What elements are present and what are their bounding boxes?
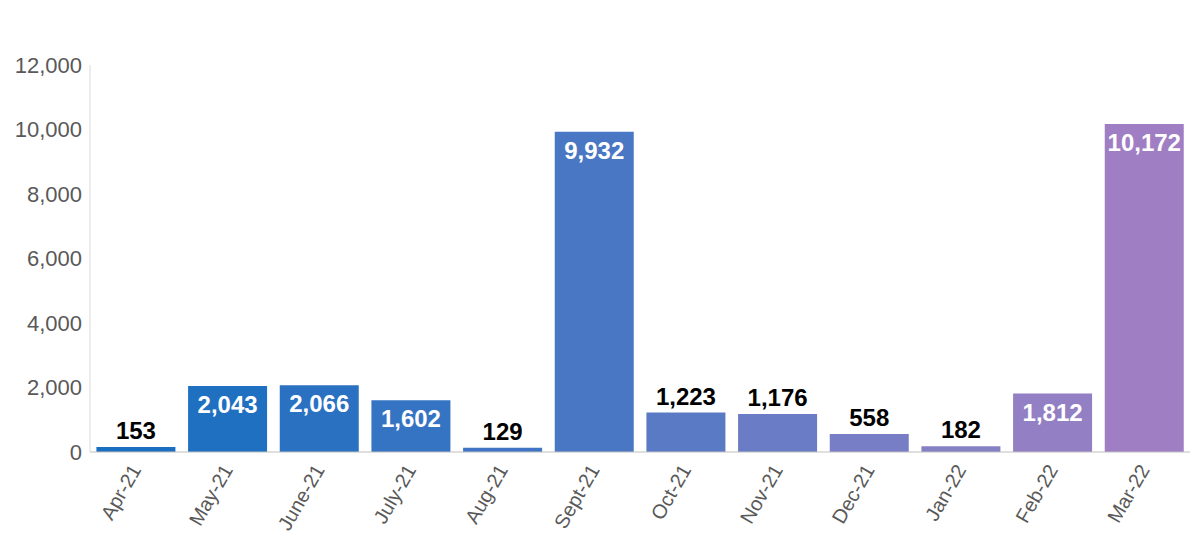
svg-text:12,000: 12,000: [15, 53, 82, 78]
svg-text:Feb-22: Feb-22: [1011, 461, 1062, 527]
svg-text:182: 182: [941, 416, 981, 443]
svg-text:9,932: 9,932: [564, 137, 624, 164]
svg-text:0: 0: [70, 440, 82, 465]
svg-text:Apr-21: Apr-21: [96, 461, 145, 524]
svg-text:129: 129: [483, 418, 523, 445]
svg-text:2,000: 2,000: [27, 375, 82, 400]
svg-text:Sept-21: Sept-21: [550, 461, 604, 533]
svg-text:8,000: 8,000: [27, 182, 82, 207]
svg-text:June-21: June-21: [273, 461, 328, 535]
svg-text:558: 558: [849, 404, 889, 431]
svg-text:2,043: 2,043: [198, 391, 258, 418]
svg-text:4,000: 4,000: [27, 311, 82, 336]
svg-text:153: 153: [116, 417, 156, 444]
svg-text:1,602: 1,602: [381, 405, 441, 432]
svg-text:Mar-22: Mar-22: [1103, 461, 1154, 527]
svg-text:Aug-21: Aug-21: [461, 461, 512, 528]
svg-text:1,223: 1,223: [656, 383, 716, 410]
svg-text:2,066: 2,066: [289, 390, 349, 417]
svg-text:Jan-22: Jan-22: [921, 461, 971, 525]
svg-text:May-21: May-21: [185, 461, 237, 530]
svg-text:10,000: 10,000: [15, 117, 82, 142]
svg-text:Nov-21: Nov-21: [736, 461, 787, 528]
svg-text:Dec-21: Dec-21: [827, 461, 878, 528]
svg-text:6,000: 6,000: [27, 246, 82, 271]
svg-text:1,176: 1,176: [748, 384, 808, 411]
svg-text:Oct-21: Oct-21: [646, 461, 695, 524]
svg-text:1,812: 1,812: [1023, 399, 1083, 426]
svg-text:10,172: 10,172: [1108, 129, 1181, 156]
svg-text:July-21: July-21: [369, 461, 420, 528]
